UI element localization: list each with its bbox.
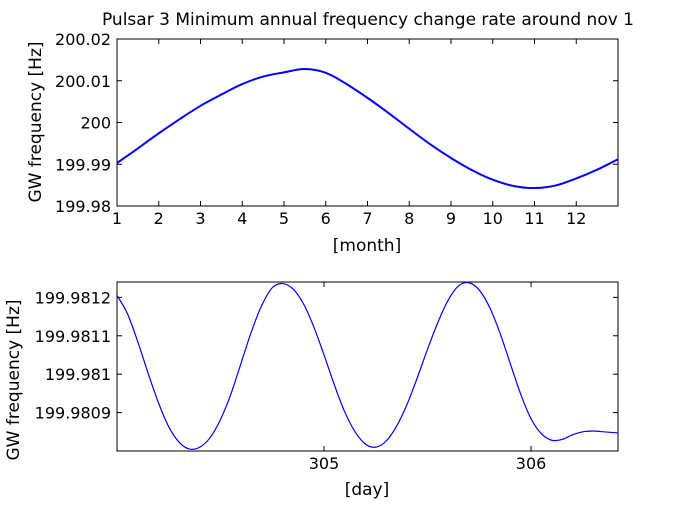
x-tick-label: 306 <box>516 454 547 473</box>
chart-title: Pulsar 3 Minimum annual frequency change… <box>102 10 634 30</box>
y-tick-label: 199.98 <box>55 197 111 216</box>
bottom-x-axis-label: [day] <box>345 480 390 500</box>
top-x-axis-label: [month] <box>333 236 401 256</box>
x-tick-label: 11 <box>524 209 544 228</box>
x-tick-label: 1 <box>112 209 122 228</box>
bottom-plot: 305 306 199.9809 199.981 199.9811 199.9812 [d… <box>4 281 619 500</box>
x-tick-label: 4 <box>237 209 247 228</box>
x-tick-label: 5 <box>279 209 289 228</box>
top-series-line <box>116 68 619 190</box>
y-tick-label: 199.99 <box>55 155 111 174</box>
x-tick-label: 9 <box>446 209 456 228</box>
x-tick-label: 6 <box>321 209 331 228</box>
x-tick-label: 2 <box>154 209 164 228</box>
x-tick-label: 8 <box>404 209 414 228</box>
bottom-plot-area <box>116 281 619 452</box>
y-tick-label: 200.01 <box>55 72 111 91</box>
top-axis-ticks: 1 2 3 4 5 6 7 8 9 10 11 12199.98199.99200200.01200.… <box>55 30 618 228</box>
y-tick-label: 200.02 <box>55 30 111 49</box>
y-tick-label: 199.9809 <box>35 404 111 423</box>
y-tick-label: 199.9812 <box>35 288 111 307</box>
bottom-series-line <box>116 281 619 450</box>
x-tick-label: 12 <box>566 209 586 228</box>
bottom-y-axis-label: GW frequency [Hz] <box>4 299 24 460</box>
bottom-axis-ticks: 305 306 199.9809 199.981 199.9811 199.9812 <box>35 282 618 473</box>
x-tick-label: 3 <box>195 209 205 228</box>
x-tick-label: 305 <box>309 454 340 473</box>
top-y-axis-label: GW frequency [Hz] <box>26 41 46 202</box>
y-tick-label: 200 <box>80 114 111 133</box>
top-plot-area <box>116 38 619 207</box>
y-tick-label: 199.981 <box>45 365 111 384</box>
x-tick-label: 10 <box>483 209 503 228</box>
y-tick-label: 199.9811 <box>35 327 111 346</box>
top-plot: Pulsar 3 Minimum annual frequency change… <box>26 10 634 256</box>
x-tick-label: 7 <box>362 209 372 228</box>
